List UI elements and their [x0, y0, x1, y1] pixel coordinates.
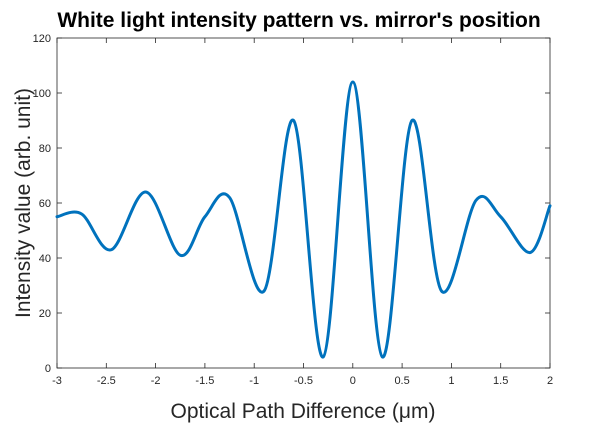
series-line: [55, 80, 552, 359]
y-tick-label: 0: [45, 363, 51, 375]
x-axis-label: Optical Path Difference (μm): [171, 400, 436, 423]
x-tick-label: -0.5: [294, 375, 313, 387]
x-tick-label: 1: [448, 375, 454, 387]
x-tick-label: -3: [52, 375, 62, 387]
x-tick-label: 0: [350, 375, 356, 387]
x-axis: -3 -2.5 -2 -1.5 -1 -0.5 0 0.5 1 1.5 2: [52, 38, 553, 387]
y-tick-label: 100: [33, 88, 51, 100]
x-tick-label: -2.5: [97, 375, 116, 387]
y-axis-label: Intensity value (arb. unit): [12, 88, 35, 318]
x-tick-label: 2: [547, 375, 553, 387]
y-tick-label: 40: [39, 253, 51, 265]
x-tick-label: 0.5: [394, 375, 409, 387]
x-tick-label: -2: [151, 375, 161, 387]
y-axis: 0 20 40 60 80 100 120: [33, 33, 550, 375]
chart-title: White light intensity pattern vs. mirror…: [57, 9, 540, 32]
y-tick-label: 60: [39, 198, 51, 210]
x-tick-label: 1.5: [493, 375, 508, 387]
y-tick-label: 120: [33, 33, 51, 45]
y-tick-label: 20: [39, 308, 51, 320]
x-tick-label: -1.5: [195, 375, 214, 387]
y-tick-label: 80: [39, 143, 51, 155]
x-tick-label: -1: [249, 375, 259, 387]
